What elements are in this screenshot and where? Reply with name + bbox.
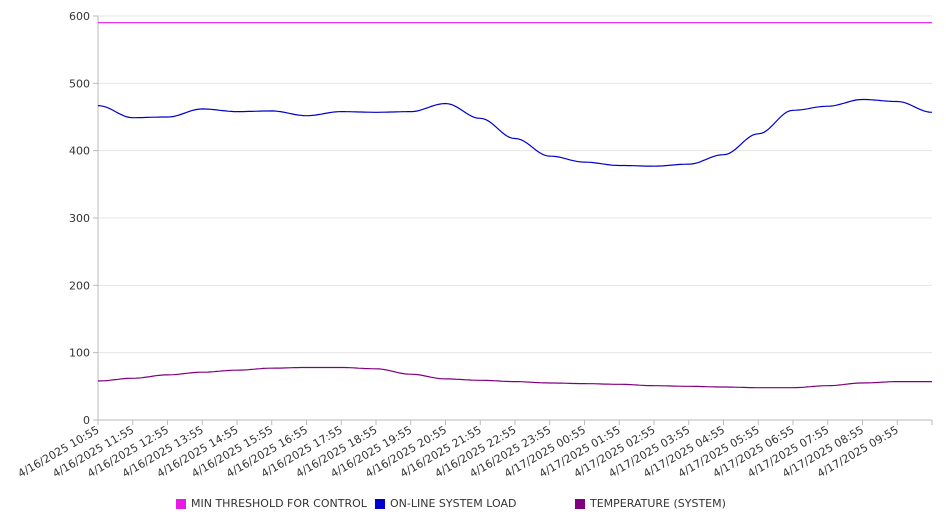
legend-item-min-threshold[interactable]: MIN THRESHOLD FOR CONTROL (176, 497, 367, 510)
y-tick-label: 400 (69, 145, 90, 158)
series-line-2 (98, 366, 932, 389)
legend-swatch-temperature (575, 498, 585, 509)
series-lines (97, 22, 933, 389)
legend-swatch-min-threshold (176, 498, 186, 509)
legend-swatch-online-system-load (375, 498, 385, 509)
y-tick-label: 600 (69, 10, 90, 23)
legend-item-online-system-load[interactable]: ON-LINE SYSTEM LOAD (375, 497, 516, 510)
legend-label-temperature: TEMPERATURE (SYSTEM) (590, 497, 726, 510)
legend: MIN THRESHOLD FOR CONTROL ON-LINE SYSTEM… (0, 497, 946, 515)
legend-label-online-system-load: ON-LINE SYSTEM LOAD (390, 497, 517, 510)
legend-label-min-threshold: MIN THRESHOLD FOR CONTROL (191, 497, 367, 510)
y-axis-ticks: 0 100 200 300 400 500 600 (69, 10, 98, 427)
grid-lines (98, 15, 932, 354)
x-axis-ticks: 4/16/2025 10:554/16/2025 11:554/16/2025 … (16, 420, 933, 480)
y-tick-label: 0 (83, 414, 90, 427)
legend-item-temperature[interactable]: TEMPERATURE (SYSTEM) (575, 497, 726, 510)
y-tick-label: 200 (69, 279, 90, 292)
y-tick-label: 500 (69, 77, 90, 90)
y-tick-label: 100 (69, 347, 90, 360)
series-line-1 (97, 98, 933, 167)
y-tick-label: 300 (69, 212, 90, 225)
axes (97, 16, 932, 421)
